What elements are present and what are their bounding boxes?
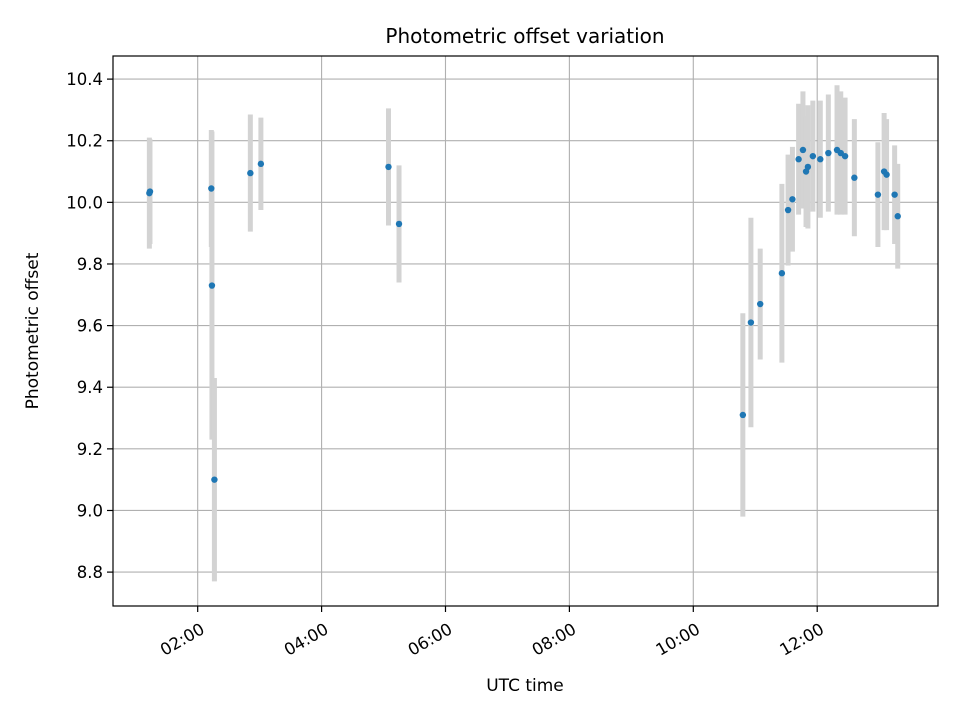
y-tick-label: 10.0: [66, 193, 103, 212]
y-axis-label: Photometric offset: [23, 252, 43, 409]
data-point: [211, 476, 218, 483]
y-axis-ticks: 8.8 9.0 9.2 9.4 9.6 9.8 10.0 10.2 10.4: [66, 70, 113, 582]
data-point: [804, 163, 812, 171]
data-point: [891, 191, 898, 198]
data-point: [799, 146, 807, 154]
data-point: [778, 270, 786, 277]
data-point: [825, 149, 832, 157]
data-point: [385, 163, 392, 171]
data-point: [883, 171, 890, 178]
data-point: [747, 319, 755, 326]
y-tick-label: 8.8: [77, 563, 103, 582]
y-tick-label: 9.8: [77, 255, 103, 274]
y-tick-label: 10.2: [66, 132, 103, 151]
data-points: [146, 146, 901, 483]
x-tick-label: 02:00: [157, 619, 208, 659]
data-point: [257, 160, 265, 168]
data-point: [146, 188, 154, 195]
data-point: [795, 156, 802, 163]
y-tick-label: 9.2: [77, 440, 103, 459]
chart-title: Photometric offset variation: [385, 24, 664, 48]
data-point: [841, 152, 849, 160]
data-point: [894, 213, 901, 220]
x-tick-label: 12:00: [777, 619, 828, 659]
data-point: [208, 282, 216, 289]
x-axis-label: UTC time: [486, 676, 564, 696]
y-tick-label: 9.4: [77, 378, 103, 397]
data-point: [874, 191, 882, 198]
x-tick-label: 06:00: [405, 619, 456, 659]
x-tick-label: 10:00: [653, 619, 704, 659]
axes-frame: [112, 55, 939, 607]
data-point: [757, 300, 764, 308]
data-point: [247, 169, 254, 177]
x-tick-label: 08:00: [529, 619, 580, 659]
data-point: [739, 411, 747, 419]
y-tick-label: 9.0: [77, 501, 103, 520]
data-point: [851, 174, 858, 181]
grid: [113, 56, 938, 606]
data-point: [789, 196, 796, 203]
data-point: [208, 185, 215, 192]
data-point: [395, 220, 403, 228]
data-point: [817, 156, 824, 163]
y-tick-label: 10.4: [66, 70, 103, 89]
x-tick-label: 04:00: [281, 619, 332, 659]
y-tick-label: 9.6: [77, 317, 103, 336]
data-point: [784, 206, 792, 214]
data-point: [809, 152, 817, 160]
x-axis-ticks: 02:00 04:00 06:00 08:00 10:00 12:00: [157, 606, 827, 660]
